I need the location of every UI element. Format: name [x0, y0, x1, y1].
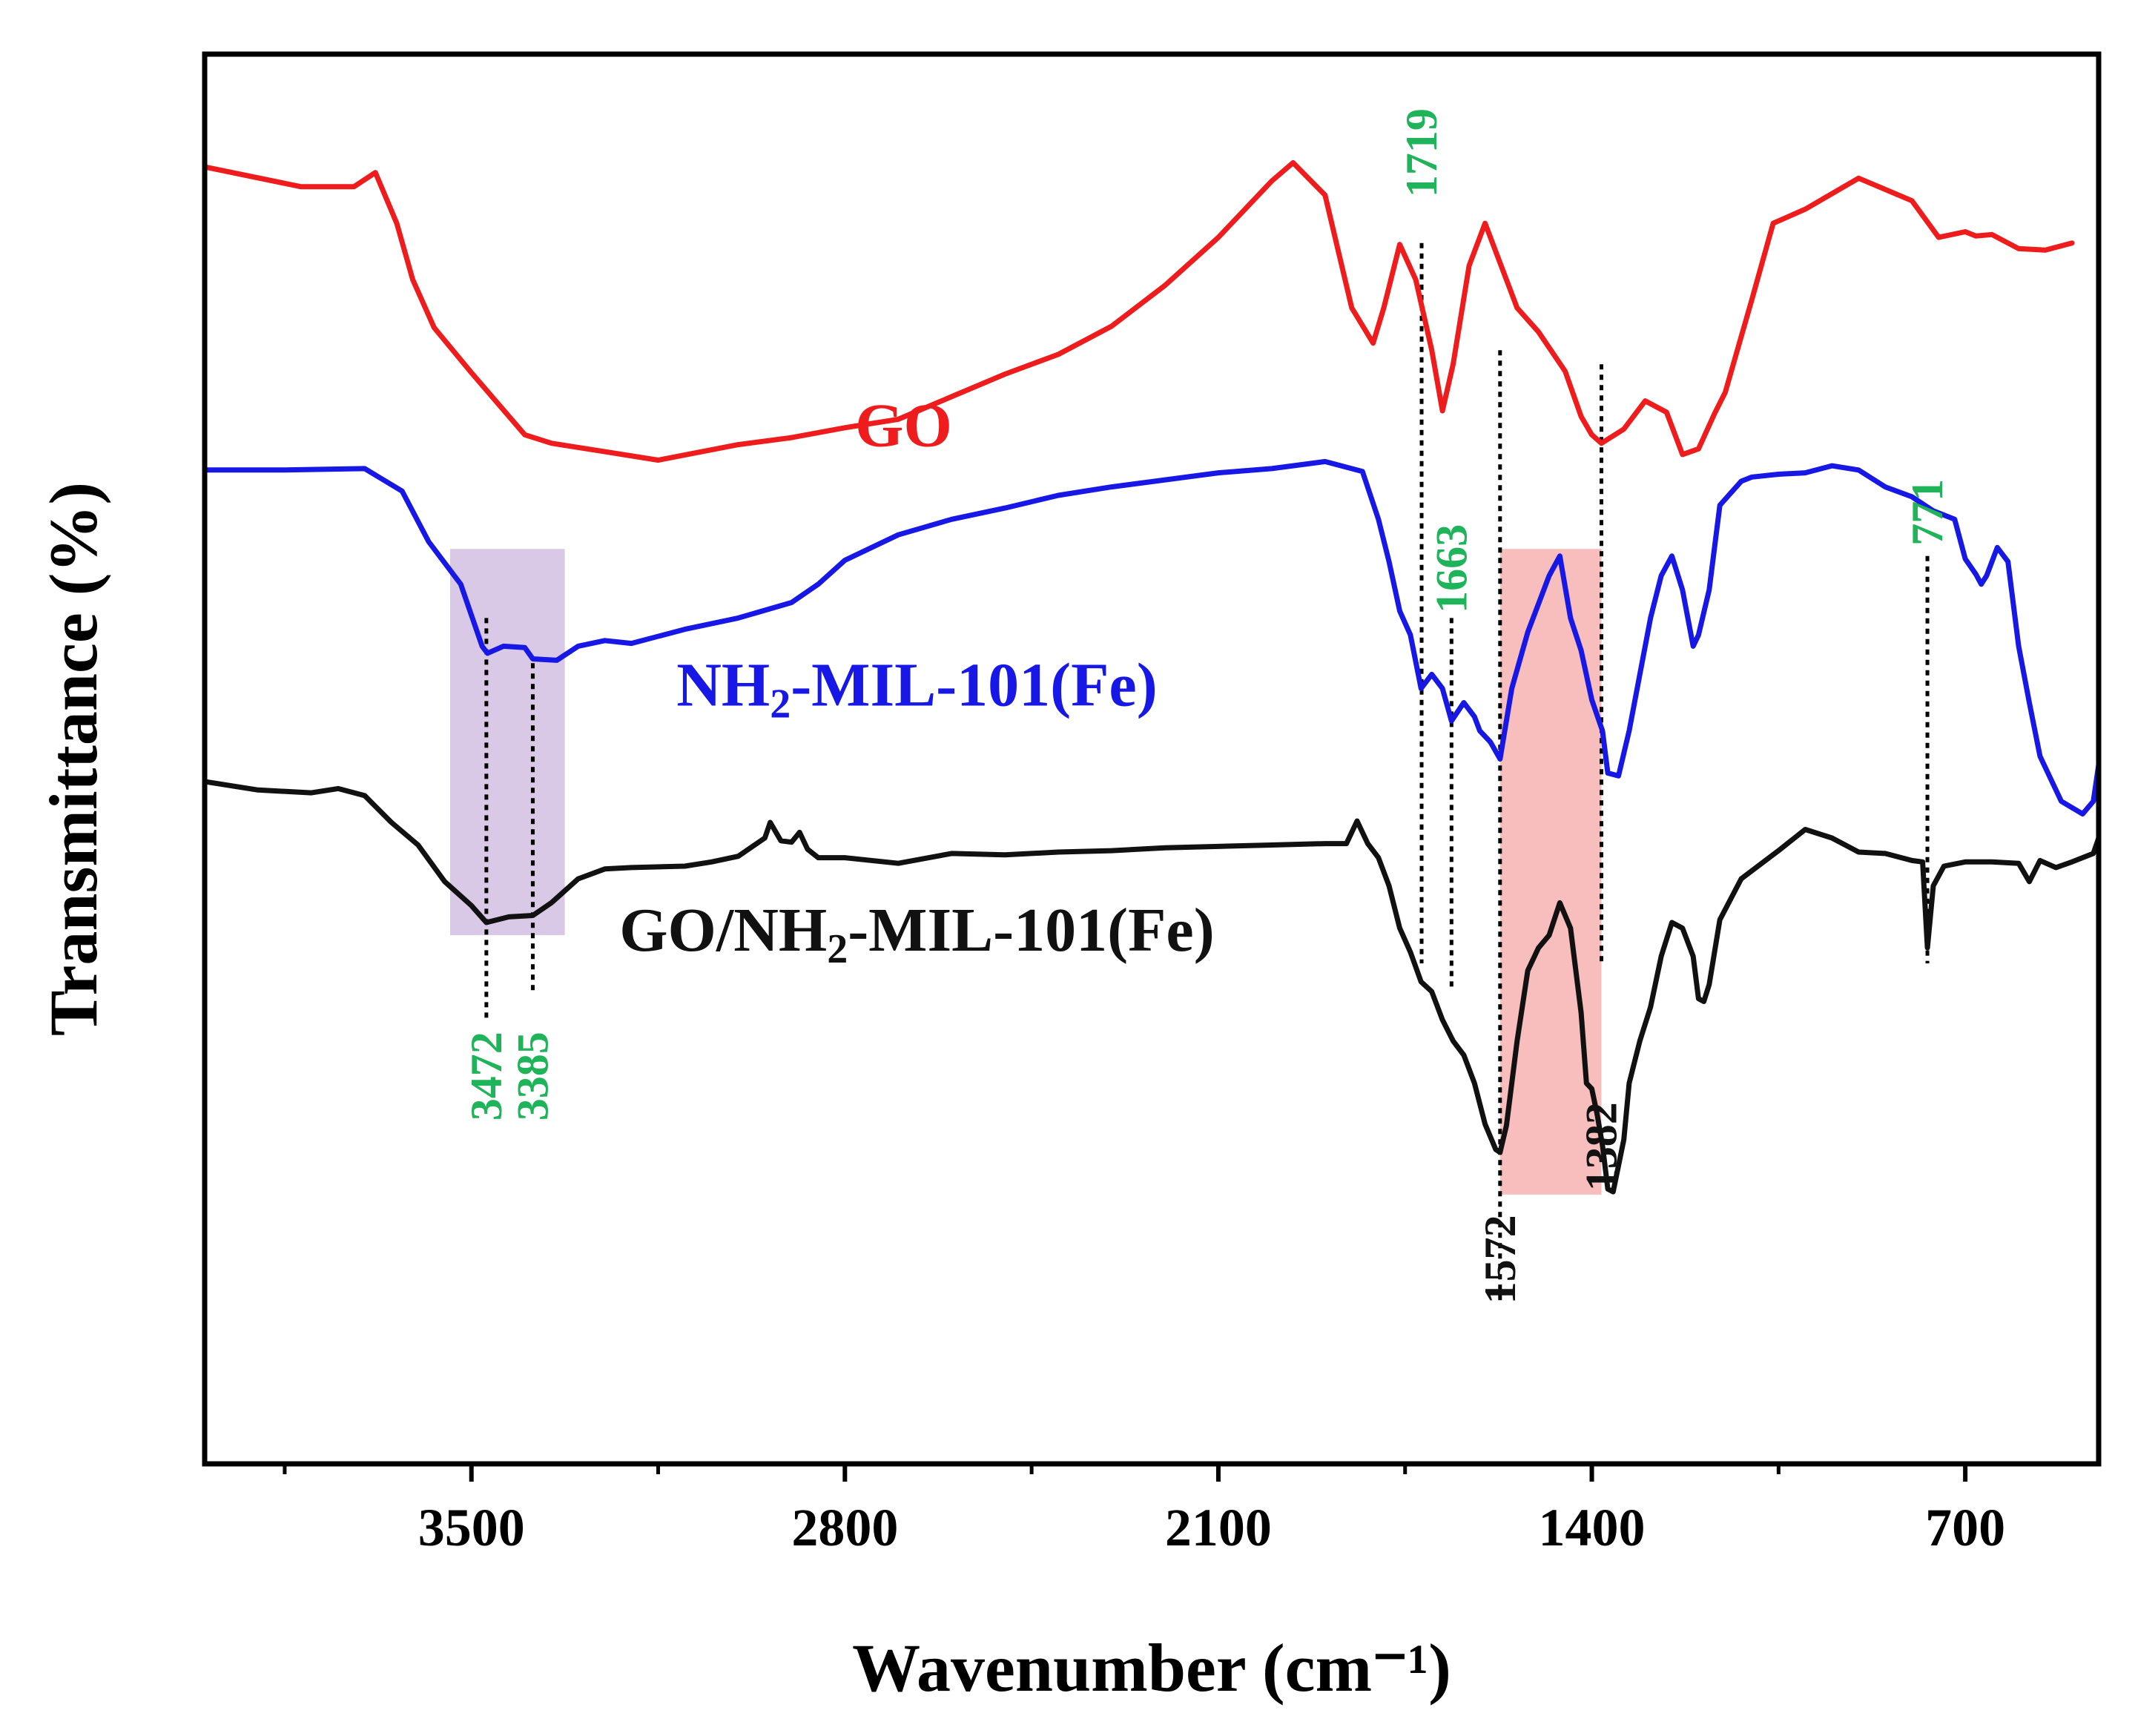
series-label-part: 2 — [827, 926, 848, 972]
series-label-go: GO — [855, 391, 952, 460]
y-axis-title: Transmittance (%) — [36, 482, 111, 1036]
series-line-nh2-mil-101-fe — [202, 458, 2102, 817]
x-tick-label: 2800 — [791, 1498, 898, 1557]
series-label-part: -MIL-101(Fe) — [848, 896, 1214, 965]
x-tick-label: 700 — [1925, 1498, 2005, 1557]
annotation-vlines — [484, 242, 1930, 1301]
series-label-part: 2 — [770, 681, 791, 727]
series-label-nh2-mil-101-fe: NH2-MIL-101(Fe) — [676, 650, 1157, 727]
x-axis-title: Wavenumber (cm⁻¹) — [852, 1630, 1451, 1706]
peak-label-3472: 3472 — [462, 1032, 511, 1121]
x-tick-label: 1400 — [1539, 1498, 1646, 1557]
series-line-go — [202, 159, 2075, 463]
series-label-part: NH — [676, 650, 770, 719]
shaded-regions — [449, 549, 1602, 1195]
peak-label-1719: 1719 — [1397, 108, 1446, 197]
series-line-go-nh2-mil-101-fe — [202, 779, 2102, 1195]
plot-frame — [202, 51, 2102, 1467]
series-label-part: -MIL-101(Fe) — [791, 650, 1157, 719]
peak-label-771: 771 — [1903, 479, 1952, 546]
peak-label-1663: 1663 — [1427, 524, 1476, 613]
series-label-go-nh2-mil-101-fe: GO/NH2-MIL-101(Fe) — [619, 896, 1215, 972]
peak-label-1382: 1382 — [1577, 1102, 1626, 1191]
series-lines — [202, 159, 2102, 1195]
peak-label-1572: 1572 — [1476, 1215, 1525, 1304]
x-tick-label: 2100 — [1165, 1498, 1272, 1557]
shaded-region-pink — [1499, 549, 1602, 1195]
series-label-part: GO — [855, 391, 952, 460]
peak-label-3385: 3385 — [509, 1032, 558, 1121]
x-axis-ticks: 3500 2800 2100 1400 700 — [283, 1464, 2005, 1557]
x-tick-label: 3500 — [418, 1498, 525, 1557]
series-label-part: GO/NH — [619, 896, 827, 965]
